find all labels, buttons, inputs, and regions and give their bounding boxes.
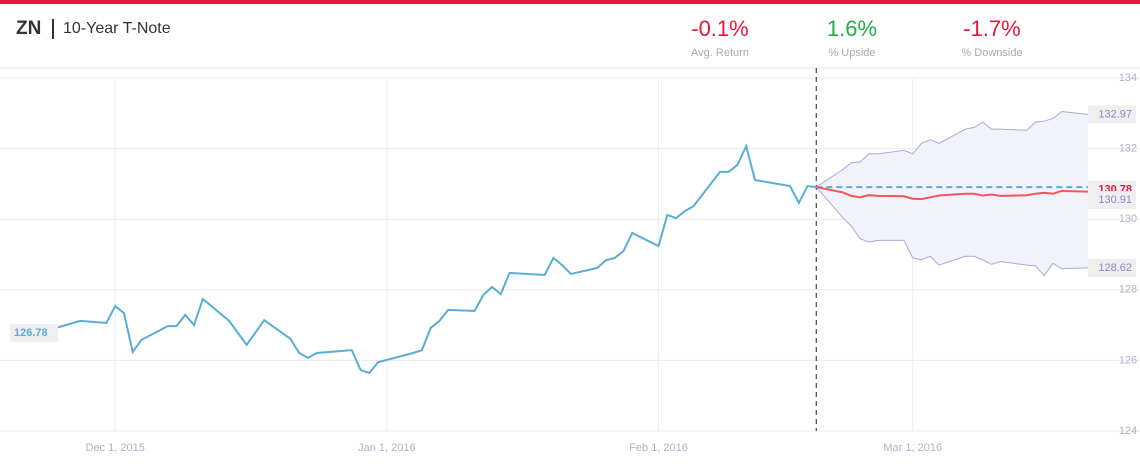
series-line bbox=[9, 143, 817, 375]
y-tick-label: 134 bbox=[1119, 72, 1137, 84]
value-label-bg bbox=[1088, 105, 1136, 124]
stat-value: -1.7% bbox=[963, 16, 1020, 41]
series-line bbox=[816, 186, 1089, 201]
y-tick-label: 126 bbox=[1119, 354, 1137, 366]
stat-value: -0.1% bbox=[691, 16, 748, 41]
separator bbox=[52, 19, 54, 39]
x-tick-label: Feb 1, 2016 bbox=[629, 442, 688, 454]
stat-value: 1.6% bbox=[827, 16, 877, 41]
y-tick-label: 124 bbox=[1119, 425, 1137, 437]
value-label: 126.78 bbox=[14, 327, 48, 339]
y-tick-label: 130 bbox=[1119, 213, 1137, 225]
y-tick-label: 128 bbox=[1119, 284, 1137, 296]
y-tick-label: 132 bbox=[1119, 143, 1137, 155]
top-bar bbox=[0, 0, 1140, 4]
band-upper bbox=[816, 111, 1089, 188]
value-label-bg bbox=[1088, 191, 1136, 210]
stat-label: % Downside bbox=[961, 47, 1022, 59]
value-label: 130.91 bbox=[1098, 194, 1132, 206]
forecast-band bbox=[816, 111, 1088, 276]
stat-label: % Upside bbox=[828, 47, 875, 59]
x-tick-label: Dec 1, 2015 bbox=[86, 442, 145, 454]
band-lower bbox=[815, 186, 1089, 277]
chart-title: ZN bbox=[16, 18, 41, 39]
x-tick-label: Jan 1, 2016 bbox=[358, 442, 416, 454]
stat-label: Avg. Return bbox=[691, 47, 749, 59]
chart-subtitle: 10-Year T-Note bbox=[63, 20, 171, 37]
value-label-bg bbox=[1088, 258, 1136, 277]
value-label: 132.97 bbox=[1098, 108, 1132, 120]
x-tick-label: Mar 1, 2016 bbox=[883, 442, 942, 454]
value-label: 128.62 bbox=[1098, 262, 1132, 274]
value-label-bg bbox=[10, 323, 58, 342]
